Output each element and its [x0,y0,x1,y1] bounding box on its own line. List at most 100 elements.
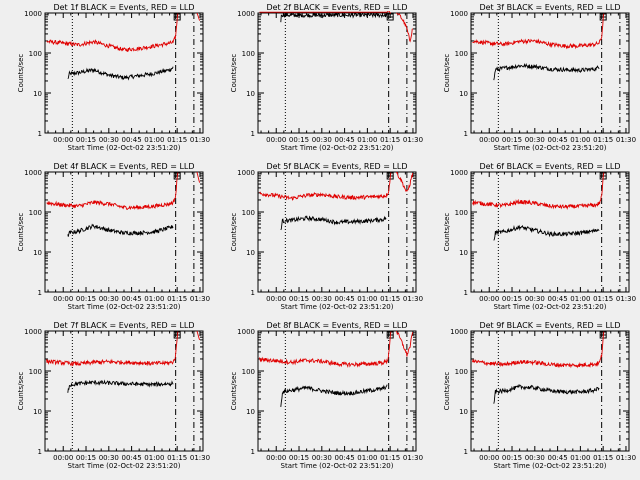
y-axis-label: Counts/sec [230,372,238,411]
events-series-line [67,66,174,81]
x-tick-label: 01:30 [616,136,636,144]
x-tick-label: 00:45 [122,136,142,144]
y-tick-label: 10 [459,90,468,98]
x-axis-label: Start Time (02-Oct-02 23:51:20) [281,462,394,470]
y-tick-label: 100 [29,209,42,217]
y-axis-label: Counts/sec [17,372,25,411]
y-tick-label: 100 [242,368,255,376]
lld-series-line [472,331,605,369]
x-tick-label: 01:15 [593,295,613,303]
x-axis-label: Start Time (02-Oct-02 23:51:20) [68,303,181,311]
x-tick-label: 01:30 [403,295,423,303]
x-axis-label: Start Time (02-Oct-02 23:51:20) [494,303,607,311]
y-tick-label: 100 [242,50,255,58]
chart-title: Det 4f BLACK = Events, RED = LLD [53,162,194,171]
lld-series-line [46,13,179,52]
lld-series-line [259,172,392,201]
x-tick-label: 00:15 [502,454,522,462]
chart-panel-8: Det 8f BLACK = Events, RED = LLD 1 10 100 10… [230,321,423,470]
x-tick-label: 00:00 [266,136,286,144]
x-tick-label: 00:45 [335,295,355,303]
x-axis-label: Start Time (02-Oct-02 23:51:20) [494,144,607,152]
x-tick-label: 01:15 [380,295,400,303]
y-tick-label: 1000 [450,328,468,336]
y-axis-label: Counts/sec [17,54,25,93]
x-tick-label: 00:15 [289,295,309,303]
y-tick-label: 1000 [237,169,255,177]
x-tick-label: 01:15 [167,454,187,462]
y-tick-label: 1 [251,130,255,138]
x-tick-label: 01:15 [380,454,400,462]
x-tick-label: 00:30 [99,136,119,144]
x-tick-label: 01:00 [357,295,377,303]
x-tick-label: 01:15 [593,136,613,144]
y-tick-label: 1 [464,130,468,138]
x-tick-label: 01:15 [167,136,187,144]
x-tick-label: 01:00 [570,295,590,303]
x-tick-label: 01:30 [403,454,423,462]
chart-panel-3: Det 3f BLACK = Events, RED = LLD 1 10 100 10… [443,3,636,152]
y-tick-label: 10 [33,408,42,416]
chart-panel-4: Det 4f BLACK = Events, RED = LLD 1 10 100 10… [17,162,210,311]
y-tick-label: 10 [33,90,42,98]
y-tick-label: 100 [455,368,468,376]
lld-series-line [46,331,179,367]
events-series-line [280,384,388,407]
y-tick-label: 1 [464,289,468,297]
x-axis-label: Start Time (02-Oct-02 23:51:20) [281,303,394,311]
y-tick-label: 1000 [24,328,42,336]
y-tick-label: 1 [38,448,42,456]
events-series-line [67,223,174,237]
lld-series-line [259,11,391,14]
y-tick-label: 10 [246,249,255,257]
lld-series-line [46,172,179,211]
y-tick-label: 1000 [450,169,468,177]
x-tick-label: 01:00 [570,136,590,144]
events-series-line [493,384,600,404]
y-tick-label: 100 [29,50,42,58]
plot-frame [470,330,630,452]
y-axis-label: Counts/sec [443,213,451,252]
lld-series-line [472,13,605,50]
x-tick-label: 00:15 [76,295,96,303]
x-tick-label: 01:00 [357,454,377,462]
x-tick-label: 00:00 [53,295,73,303]
y-tick-label: 1000 [450,10,468,18]
y-tick-label: 1 [251,289,255,297]
y-tick-label: 100 [242,209,255,217]
x-tick-label: 00:30 [312,454,332,462]
plot-frame [44,330,204,452]
y-axis-label: Counts/sec [230,54,238,93]
y-tick-label: 1 [38,289,42,297]
chart-panel-7: Det 7f BLACK = Events, RED = LLD 1 10 100 10… [17,321,210,470]
y-tick-label: 1 [38,130,42,138]
x-tick-label: 01:30 [190,295,210,303]
x-tick-label: 00:00 [479,136,499,144]
events-series-line [280,215,387,231]
y-tick-label: 1000 [237,10,255,18]
y-tick-label: 1000 [24,10,42,18]
x-tick-label: 00:30 [99,454,119,462]
x-tick-label: 00:00 [53,136,73,144]
x-tick-label: 01:30 [616,454,636,462]
plot-frame [257,12,417,134]
x-tick-label: 01:30 [190,136,210,144]
chart-title: Det 1f BLACK = Events, RED = LLD [53,3,194,12]
chart-panel-5: Det 5f BLACK = Events, RED = LLD 1 10 100 10… [230,162,423,311]
x-axis-label: Start Time (02-Oct-02 23:51:20) [68,462,181,470]
lld-series-line [259,331,392,368]
plot-frame [44,12,204,134]
chart-panel-1: Det 1f BLACK = Events, RED = LLD 1 10 100 10… [17,3,210,152]
x-tick-label: 00:45 [548,295,568,303]
chart-title: Det 5f BLACK = Events, RED = LLD [266,162,407,171]
x-tick-label: 00:00 [266,295,286,303]
events-series-line [493,62,600,81]
x-axis-label: Start Time (02-Oct-02 23:51:20) [281,144,394,152]
y-tick-label: 10 [246,408,255,416]
x-tick-label: 00:45 [548,454,568,462]
y-tick-label: 100 [29,368,42,376]
x-tick-label: 00:15 [289,454,309,462]
events-series-line [67,379,174,393]
x-tick-label: 00:45 [548,136,568,144]
y-tick-label: 1000 [237,328,255,336]
